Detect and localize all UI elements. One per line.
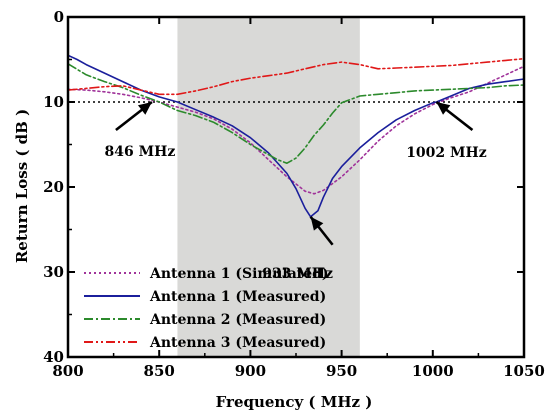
x-tick-label-900: 900: [235, 362, 266, 380]
y-tick-label-40: 40: [43, 348, 64, 366]
legend-label-2: Antenna 1 (Measured): [149, 289, 326, 305]
y-tick-label-30: 30: [43, 263, 64, 281]
x-axis-title: Frequency ( MHz ): [216, 393, 373, 411]
series-line-4: [67, 57, 525, 96]
legend-label-1: Antenna 1 (Simulated): [149, 266, 329, 282]
legend: Antenna 1 (Simulated) Antenna 1 (Measured…: [84, 266, 329, 351]
annotation-arrow-layer: [115, 100, 474, 246]
y-tick-label-0: 0: [54, 8, 64, 26]
x-tick-label-1000: 1000: [412, 362, 454, 380]
axes-layer: [66, 15, 526, 359]
annotation-label-2: 933 MHz: [262, 266, 333, 282]
shaded-band-layer: [177, 17, 360, 357]
x-tick-label-850: 850: [144, 362, 175, 380]
tick-label-layer: 800 850 900 950 1000 1050 0 10 20 30 40: [43, 8, 545, 380]
series-line-3: [67, 62, 525, 164]
annotation-label-layer: 846 MHz 933 MHz 1002 MHz: [105, 144, 487, 282]
annotation-label-3: 1002 MHz: [406, 145, 487, 161]
y-axis-title: Return Loss ( dB ): [13, 109, 31, 263]
x-tick-label-950: 950: [326, 362, 357, 380]
annotation-arrow-head-1: [137, 102, 152, 115]
annotation-arrow-head-2: [310, 216, 324, 231]
annotation-label-1: 846 MHz: [105, 144, 176, 160]
shaded-band: [177, 17, 360, 357]
y-tick-label-10: 10: [43, 93, 64, 111]
series-line-2: [67, 54, 525, 218]
series-layer: [67, 54, 525, 218]
series-line-1: [67, 65, 525, 195]
x-tick-label-1050: 1050: [503, 362, 545, 380]
x-tick-label-800: 800: [52, 362, 83, 380]
y-tick-label-20: 20: [43, 178, 64, 196]
legend-label-4: Antenna 3 (Measured): [149, 335, 326, 351]
legend-label-3: Antenna 2 (Measured): [149, 312, 326, 328]
annotation-arrow-head-3: [436, 102, 451, 115]
